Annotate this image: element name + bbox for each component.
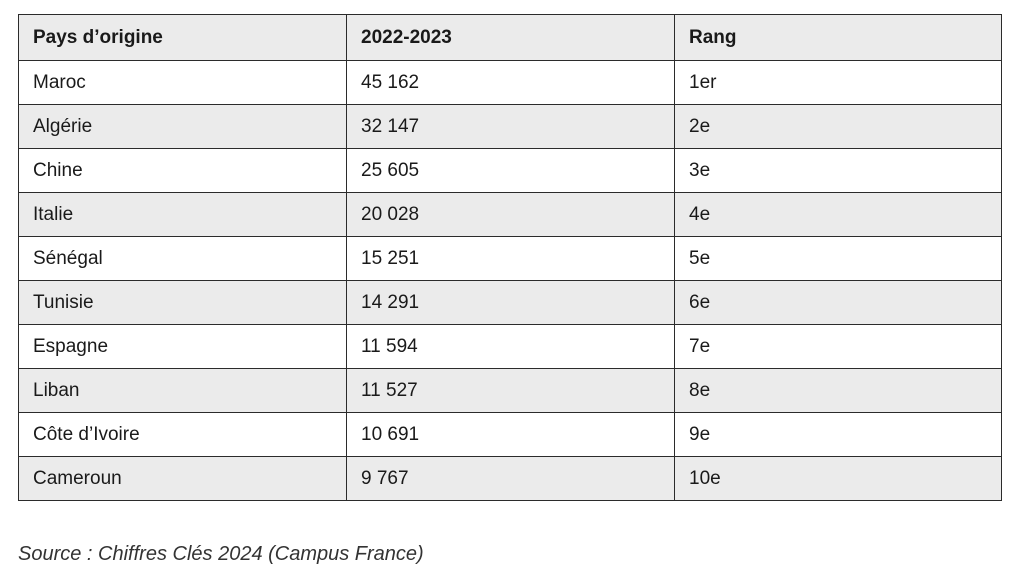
cell-count: 9 767: [346, 456, 675, 501]
cell-count: 45 162: [346, 60, 675, 105]
table-row: Liban 11 527 8e: [18, 368, 1002, 413]
cell-country: Algérie: [18, 104, 347, 149]
table-row: Italie 20 028 4e: [18, 192, 1002, 237]
table-row: Espagne 11 594 7e: [18, 324, 1002, 369]
cell-rank: 3e: [674, 148, 1002, 193]
cell-rank: 7e: [674, 324, 1002, 369]
cell-country: Liban: [18, 368, 347, 413]
cell-count: 32 147: [346, 104, 675, 149]
table-row: Cameroun 9 767 10e: [18, 456, 1002, 501]
cell-rank: 2e: [674, 104, 1002, 149]
header-country: Pays d’origine: [18, 14, 347, 61]
table-row: Tunisie 14 291 6e: [18, 280, 1002, 325]
table-row: Chine 25 605 3e: [18, 148, 1002, 193]
cell-country: Sénégal: [18, 236, 347, 281]
header-year: 2022-2023: [346, 14, 675, 61]
table-row: Algérie 32 147 2e: [18, 104, 1002, 149]
cell-country: Tunisie: [18, 280, 347, 325]
students-origin-table: Pays d’origine 2022-2023 Rang Maroc 45 1…: [18, 14, 1002, 501]
cell-country: Côte d’Ivoire: [18, 412, 347, 457]
table-body: Maroc 45 162 1er Algérie 32 147 2e Chine…: [18, 60, 1002, 501]
cell-rank: 9e: [674, 412, 1002, 457]
cell-count: 14 291: [346, 280, 675, 325]
cell-count: 25 605: [346, 148, 675, 193]
table-row: Maroc 45 162 1er: [18, 60, 1002, 105]
cell-rank: 10e: [674, 456, 1002, 501]
table-row: Sénégal 15 251 5e: [18, 236, 1002, 281]
cell-country: Espagne: [18, 324, 347, 369]
cell-count: 11 594: [346, 324, 675, 369]
cell-country: Cameroun: [18, 456, 347, 501]
cell-rank: 1er: [674, 60, 1002, 105]
cell-rank: 6e: [674, 280, 1002, 325]
cell-count: 10 691: [346, 412, 675, 457]
table-row: Côte d’Ivoire 10 691 9e: [18, 412, 1002, 457]
cell-count: 15 251: [346, 236, 675, 281]
cell-country: Italie: [18, 192, 347, 237]
cell-country: Maroc: [18, 60, 347, 105]
cell-rank: 4e: [674, 192, 1002, 237]
cell-rank: 8e: [674, 368, 1002, 413]
cell-country: Chine: [18, 148, 347, 193]
cell-count: 11 527: [346, 368, 675, 413]
cell-count: 20 028: [346, 192, 675, 237]
source-note: Source : Chiffres Clés 2024 (Campus Fran…: [18, 543, 424, 565]
cell-rank: 5e: [674, 236, 1002, 281]
table-header-row: Pays d’origine 2022-2023 Rang: [18, 14, 1002, 61]
header-rank: Rang: [674, 14, 1002, 61]
